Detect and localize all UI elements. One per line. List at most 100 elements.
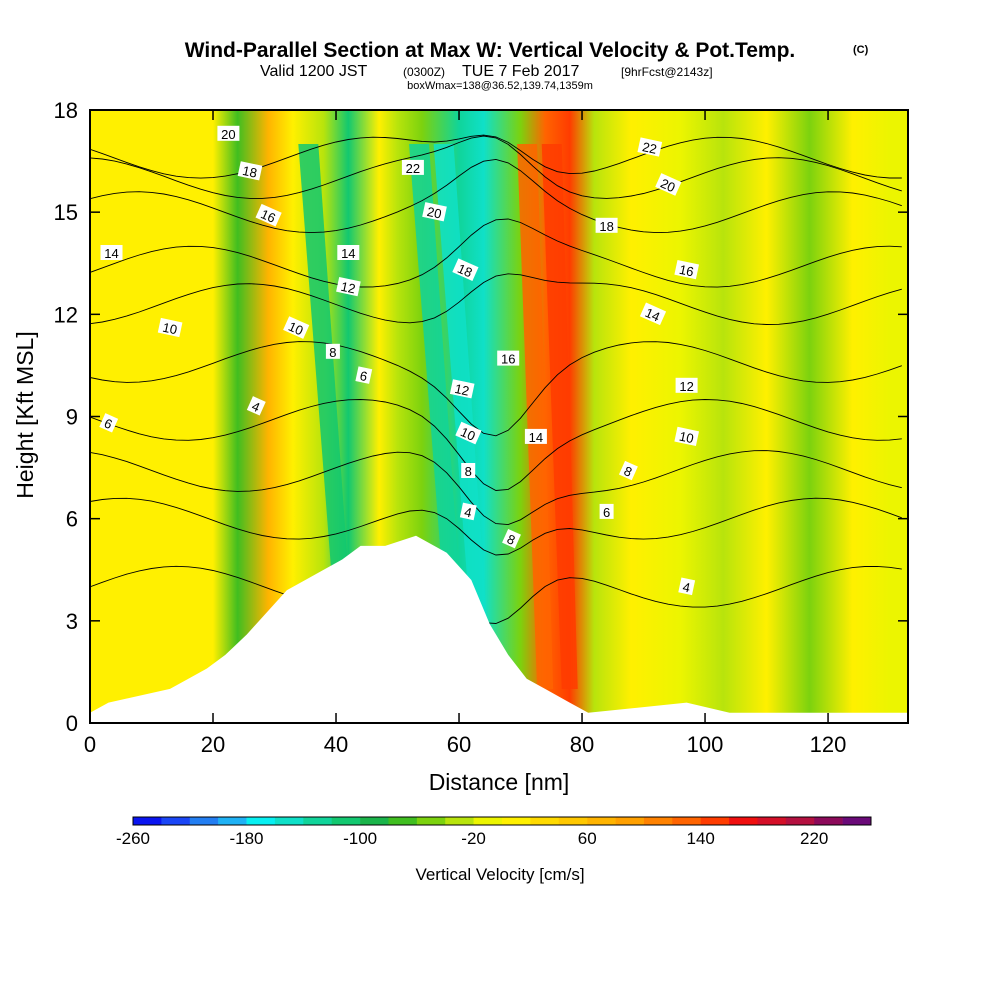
isentrope-layer (90, 134, 902, 624)
contour-label-21: 14 (524, 428, 547, 445)
contour-label-2: 16 (255, 203, 282, 227)
terrain-layer (90, 535, 908, 723)
colorbar-frame (132, 816, 872, 826)
contour-label-22: 22 (637, 137, 663, 157)
contour-label-bg-12 (401, 159, 424, 175)
contour-label-bg-17 (455, 421, 482, 445)
x-axis: 0 20 40 60 80 100 120 (84, 110, 847, 757)
contour-label-24: 18 (595, 217, 618, 234)
isentrope-22 (90, 134, 902, 179)
contour-label-bg-27 (675, 377, 698, 393)
contour-label-bg-1 (237, 161, 263, 181)
x-tick-label-0: 0 (84, 732, 96, 757)
contour-label-layer: 20 18 16 14 10 6 14 12 10 8 6 4 22 20 18 16 12 10 8 4 8 14 22 2… (99, 125, 700, 596)
contour-label-text-15: 16 (501, 352, 515, 367)
contour-label-text-8: 10 (286, 319, 305, 339)
colorbar-cell-1 (161, 817, 191, 825)
contour-label-bg-24 (595, 217, 618, 233)
contour-label-bg-5 (99, 413, 119, 433)
contour-label-text-16: 12 (453, 381, 470, 399)
contour-label-bg-16 (449, 379, 475, 399)
contour-label-27: 12 (675, 377, 698, 394)
contour-label-text-17: 10 (458, 424, 477, 444)
contour-label-text-7: 12 (340, 279, 357, 297)
colorbar-cell-12 (473, 817, 503, 825)
colorbar-cell-14 (530, 817, 560, 825)
contour-label-bg-14 (452, 258, 479, 281)
contour-label-11: 4 (246, 396, 266, 416)
colorbar-cell-9 (388, 817, 418, 825)
velocity-core-16 (541, 144, 578, 689)
colorbar-cell-22 (757, 817, 787, 825)
contour-label-text-28: 10 (678, 429, 695, 447)
contour-label-bg-30 (599, 503, 614, 519)
colorbar-cell-2 (189, 817, 219, 825)
isentrope-14 (90, 273, 902, 325)
contour-label-text-25: 16 (678, 262, 695, 280)
contour-label-29: 8 (618, 460, 638, 481)
x-tick-label-5: 100 (687, 732, 724, 757)
contour-label-bg-23 (655, 173, 682, 196)
colorbar-cell-4 (246, 817, 276, 825)
box-info: boxWmax=138@36.52,139.74,1359m (407, 80, 593, 92)
contour-label-26: 14 (639, 302, 667, 326)
contour-label-bg-29 (618, 460, 638, 481)
contour-label-12: 22 (401, 159, 424, 176)
contour-label-bg-2 (255, 203, 282, 227)
y-tick-label-5: 15 (54, 200, 78, 225)
velocity-core-8 (298, 144, 357, 689)
contour-label-bg-11 (246, 396, 266, 416)
colorbar-cell-23 (785, 817, 815, 825)
x-axis-label: Distance [nm] (429, 769, 570, 795)
chart-title-suffix: (C) (853, 44, 869, 56)
velocity-core-15 (517, 144, 554, 689)
isentrope-16 (90, 218, 902, 288)
contour-label-30: 6 (599, 503, 614, 520)
colorbar-cell-24 (814, 817, 843, 825)
contour-label-28: 10 (674, 426, 700, 447)
contour-label-bg-22 (637, 137, 663, 157)
y-tick-label-6: 18 (54, 98, 78, 123)
contour-label-text-10: 6 (358, 368, 368, 384)
contour-label-bg-18 (461, 463, 476, 478)
colorbar-cell-5 (274, 817, 304, 825)
colorbar-cell-20 (700, 817, 730, 825)
contour-label-bg-8 (283, 316, 310, 339)
contour-label-4: 10 (157, 317, 183, 338)
colorbar-cell-7 (331, 817, 361, 825)
isentrope-6 (90, 497, 902, 556)
contour-label-10: 6 (355, 366, 373, 384)
colorbar-tick-label-3: -20 (461, 829, 486, 848)
y-axis-label: Height [Kft MSL] (12, 331, 38, 498)
chart-title: Wind-Parallel Section at Max W: Vertical… (185, 39, 796, 62)
x-tick-label-2: 40 (324, 732, 348, 757)
contour-label-text-0: 20 (221, 127, 235, 142)
colorbar-cell-10 (416, 817, 446, 825)
y-tick-label-2: 6 (66, 507, 78, 532)
terrain-mask (90, 535, 908, 723)
contour-label-13: 20 (422, 202, 447, 222)
colorbar-cell-15 (558, 817, 588, 825)
colorbar-cell-16 (587, 817, 616, 825)
velocity-core-13 (433, 144, 492, 689)
contour-label-text-23: 20 (658, 176, 677, 196)
contour-label-bg-31 (678, 577, 696, 596)
colorbar-tick-labels: -260 -180 -100 -20 60 140 220 (116, 829, 828, 848)
contour-label-text-9: 8 (329, 345, 336, 360)
contour-label-text-27: 12 (679, 379, 693, 394)
contour-label-text-30: 6 (603, 505, 610, 520)
contour-label-text-21: 14 (529, 430, 543, 445)
x-tick-label-6: 120 (810, 732, 847, 757)
contour-label-bg-6 (337, 245, 360, 260)
colorbar-cell-3 (218, 817, 247, 825)
valid-utc: (0300Z) (403, 65, 445, 79)
contour-label-bg-7 (336, 276, 361, 297)
contour-label-bg-21 (524, 428, 547, 444)
x-tick-label-3: 60 (447, 732, 471, 757)
contour-label-text-26: 14 (643, 305, 662, 325)
colorbar-cell-19 (672, 817, 701, 825)
contour-label-text-19: 4 (463, 504, 473, 520)
contour-label-text-4: 10 (161, 320, 178, 338)
velocity-core-12 (409, 144, 468, 689)
